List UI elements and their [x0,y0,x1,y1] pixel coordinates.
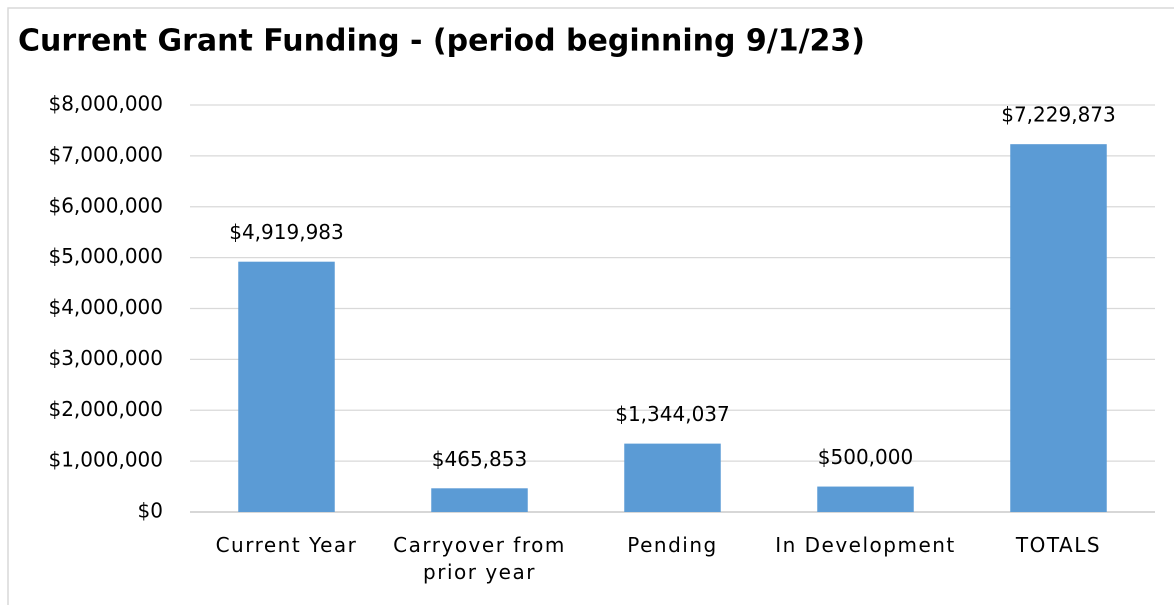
x-tick-label: In Development [775,533,956,557]
x-tick-label: Carryover from prior year [393,533,566,584]
y-tick-label: $4,000,000 [48,295,163,319]
y-tick-label: $8,000,000 [48,92,163,116]
y-tick-label: $6,000,000 [48,193,163,217]
x-tick-label: Pending [627,533,718,557]
bar [624,443,721,512]
y-tick-label: $7,000,000 [48,142,163,166]
x-tick-label: Current Year [215,533,358,557]
bar [1010,144,1107,512]
bar [817,486,914,512]
value-label: $500,000 [818,445,913,469]
bar [238,261,335,512]
value-label: $4,919,983 [229,220,344,244]
y-tick-label: $1,000,000 [48,448,163,472]
chart-title: Current Grant Funding - (period beginnin… [18,24,865,59]
value-label: $7,229,873 [1001,103,1116,127]
value-label: $1,344,037 [615,402,730,426]
bar [431,488,528,512]
y-tick-label: $0 [138,499,163,523]
y-tick-label: $2,000,000 [48,397,163,421]
chart-frame [7,7,1174,605]
y-tick-label: $5,000,000 [48,244,163,268]
value-label: $465,853 [432,447,527,471]
y-tick-label: $3,000,000 [48,346,163,370]
x-tick-label: TOTALS [1015,533,1102,557]
